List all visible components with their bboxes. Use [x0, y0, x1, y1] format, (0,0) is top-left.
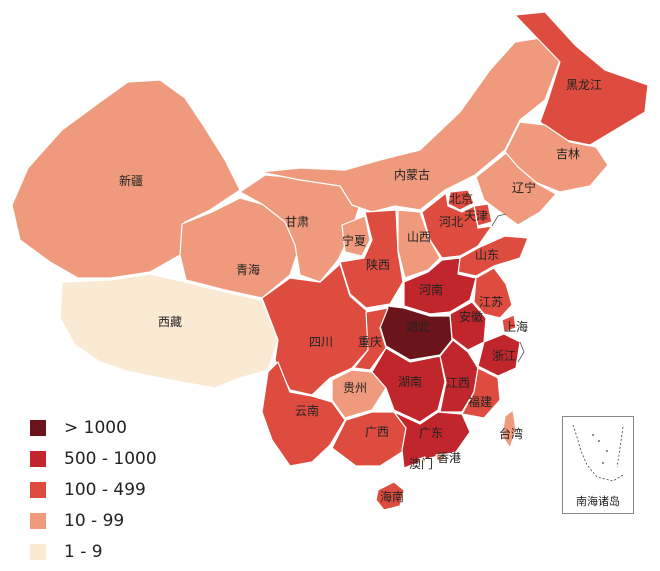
region-label-guizhou: 贵州: [342, 381, 368, 395]
region-label-xizang: 西藏: [157, 315, 183, 329]
region-label-shandong: 山东: [474, 248, 500, 262]
legend-swatch: [30, 419, 46, 436]
region-liaoning[interactable]: [475, 152, 557, 226]
region-label-jilin: 吉林: [555, 147, 581, 161]
legend-item: 10 - 99: [30, 505, 157, 536]
region-label-shanxi: 山西: [406, 230, 432, 244]
region-label-zhejiang: 浙江: [491, 349, 517, 363]
region-hebei[interactable]: [421, 192, 493, 259]
region-label-shanghai: 上海: [503, 320, 529, 334]
region-shanxi[interactable]: [397, 209, 441, 279]
region-jiangsu[interactable]: [473, 267, 513, 319]
region-label-hunan: 湖南: [397, 375, 423, 389]
legend-label: > 1000: [64, 417, 127, 438]
region-chongqing[interactable]: [353, 307, 389, 371]
legend-item: 100 - 499: [30, 474, 157, 505]
legend-item: > 1000: [30, 412, 157, 443]
legend-swatch: [30, 543, 46, 560]
region-label-qinghai: 青海: [235, 263, 261, 277]
region-aomen[interactable]: [418, 456, 427, 465]
region-label-jiangsu: 江苏: [478, 295, 504, 309]
legend-swatch: [30, 481, 46, 498]
region-yunnan[interactable]: [261, 361, 346, 467]
region-label-ningxia: 宁夏: [341, 234, 367, 248]
region-beijing[interactable]: [447, 189, 475, 211]
region-label-guangxi: 广西: [364, 425, 390, 439]
region-guizhou[interactable]: [331, 369, 387, 419]
region-label-anhui: 安徽: [458, 310, 484, 324]
legend-label: 100 - 499: [64, 479, 146, 500]
legend-item: 500 - 1000: [30, 443, 157, 474]
region-label-hebei: 河北: [438, 215, 464, 229]
region-label-gansu: 甘肃: [284, 215, 310, 229]
inset-islands: [572, 424, 624, 482]
region-label-aomen: 澳门: [408, 457, 434, 471]
region-xianggang[interactable]: [435, 453, 446, 462]
region-label-liaoning: 辽宁: [511, 181, 537, 195]
region-label-xinjiang: 新疆: [118, 174, 144, 188]
legend-label: 10 - 99: [64, 510, 125, 531]
region-guangdong[interactable]: [393, 411, 471, 469]
region-label-beijing: 北京: [448, 192, 474, 206]
region-shaanxi[interactable]: [339, 209, 404, 309]
region-hunan[interactable]: [371, 347, 446, 423]
region-label-yunnan: 云南: [294, 404, 320, 418]
region-hainan[interactable]: [375, 481, 405, 511]
coastline-bohai: [491, 213, 507, 227]
region-label-tianjin: 天津: [463, 209, 489, 223]
region-qinghai[interactable]: [179, 197, 301, 299]
region-label-fujian: 福建: [467, 395, 493, 409]
region-xizang[interactable]: [59, 273, 279, 389]
region-label-sichuan: 四川: [308, 335, 334, 349]
region-heilongjiang[interactable]: [514, 11, 649, 146]
region-label-neimenggu: 内蒙古: [393, 168, 431, 182]
legend: > 1000 500 - 1000 100 - 499 10 - 99 1 - …: [30, 412, 157, 567]
region-label-heilongjiang: 黑龙江: [565, 78, 603, 92]
region-shandong[interactable]: [457, 235, 529, 277]
region-shanghai[interactable]: [501, 314, 517, 333]
inset-label: 南海诸岛: [576, 495, 620, 508]
region-neimenggu[interactable]: [259, 37, 561, 213]
legend-swatch: [30, 450, 46, 467]
region-label-henan: 河南: [418, 283, 444, 297]
region-taiwan[interactable]: [501, 409, 517, 449]
south-china-sea-inset: 南海诸岛: [562, 416, 634, 514]
region-label-guangdong: 广东: [418, 426, 444, 440]
legend-label: 500 - 1000: [64, 448, 157, 469]
region-label-chongqing: 重庆: [357, 335, 383, 349]
region-label-taiwan: 台湾: [498, 427, 524, 441]
region-label-shaanxi: 陕西: [365, 258, 391, 272]
region-label-xianggang: 香港: [436, 451, 462, 465]
region-zhejiang[interactable]: [477, 333, 521, 377]
region-label-hainan: 海南: [379, 490, 405, 504]
region-label-jiangxi: 江西: [445, 376, 471, 390]
coastline-southeast: [517, 341, 525, 363]
legend-swatch: [30, 512, 46, 529]
legend-item: 1 - 9: [30, 536, 157, 567]
legend-label: 1 - 9: [64, 541, 103, 562]
region-label-hubei: 湖北: [405, 320, 431, 334]
region-ningxia[interactable]: [341, 215, 371, 257]
